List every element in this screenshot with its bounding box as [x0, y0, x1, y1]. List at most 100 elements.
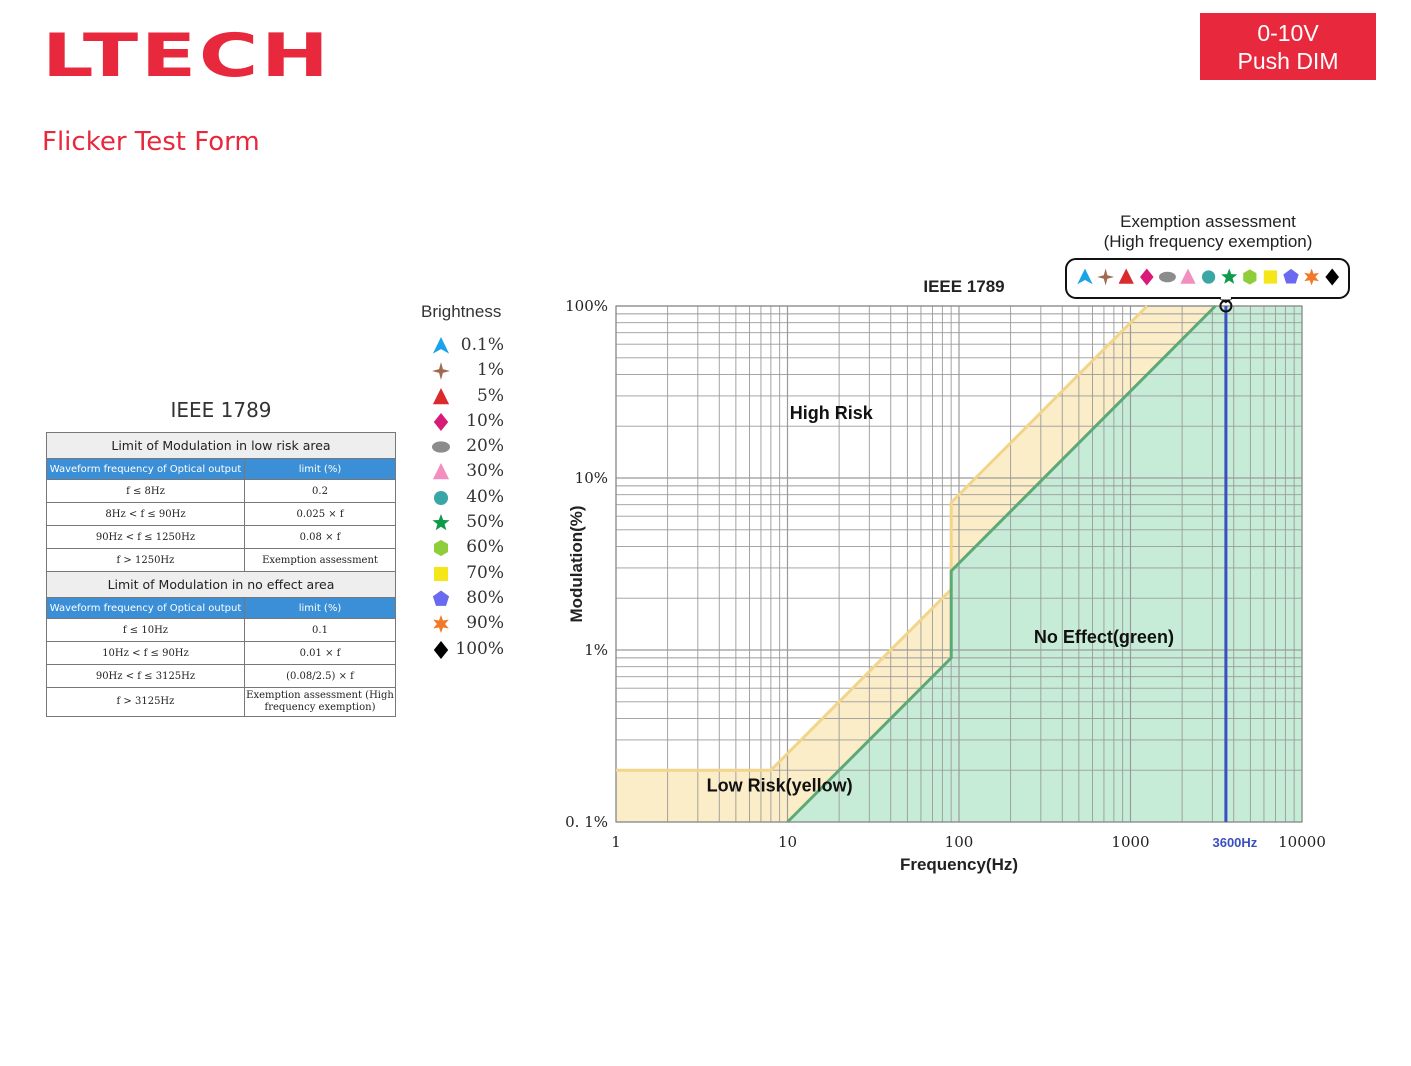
- y-tick-label: 0. 1%: [565, 813, 608, 831]
- legend-label: 5%: [477, 385, 504, 406]
- table-cell-frequency: 90Hz < f ≤ 1250Hz: [46, 525, 245, 549]
- triangle-icon: [1118, 268, 1134, 284]
- pentagon-icon: [1283, 268, 1299, 284]
- no-effect-label: No Effect(green): [1034, 627, 1174, 647]
- legend-item: 0.1%: [428, 333, 518, 358]
- legend-item: 20%: [428, 434, 518, 459]
- ellipse-icon: [1158, 271, 1176, 283]
- table-cell-limit: Exemption assessment: [244, 548, 396, 572]
- x-tick-label: 10000: [1278, 833, 1326, 851]
- x-tick-label: 10: [778, 833, 797, 851]
- ltech-logo: LTECH: [42, 21, 332, 91]
- triangle-icon: [432, 463, 450, 480]
- pentagon-icon: [432, 590, 450, 606]
- burst-star-icon: [433, 615, 449, 634]
- no-effect-boundary-line: [786, 304, 1217, 824]
- table-cell-limit: 0.2: [244, 479, 396, 503]
- column-header-frequency: Waveform frequency of Optical output: [46, 458, 245, 480]
- triangle-icon: [432, 387, 450, 404]
- y-tick-label: 10%: [575, 469, 608, 487]
- x-axis-label: Frequency(Hz): [900, 855, 1018, 874]
- triangle-icon: [432, 387, 450, 404]
- x-tick-label: 1: [611, 833, 621, 851]
- badge-line-2: Push DIM: [1237, 47, 1339, 74]
- legend-item: 1%: [428, 358, 518, 383]
- legend-item: 10%: [428, 409, 518, 434]
- legend-item: 60%: [428, 535, 518, 560]
- product-badge: 0-10V Push DIM: [1200, 13, 1376, 80]
- square-icon: [433, 566, 449, 581]
- section-heading: Limit of Modulation in no effect area: [46, 571, 396, 598]
- four-point-star-icon: [1097, 268, 1115, 286]
- legend-label: 0.1%: [460, 335, 504, 355]
- table-cell-frequency: 90Hz < f ≤ 3125Hz: [46, 664, 245, 688]
- table-cell-limit: Exemption assessment (High frequency exe…: [244, 687, 396, 717]
- legend-label: 10%: [466, 410, 504, 431]
- legend-label: 80%: [466, 587, 504, 608]
- exemption-title-line2: (High frequency exemption): [1104, 232, 1313, 251]
- triangle-spike-icon: [432, 337, 450, 354]
- hexagon-icon: [433, 540, 449, 557]
- four-point-star-icon: [432, 362, 450, 381]
- table-cell-frequency: f > 1250Hz: [46, 548, 245, 572]
- burst-star-icon: [433, 615, 449, 634]
- column-header-frequency: Waveform frequency of Optical output: [46, 597, 245, 619]
- diamond-icon: [1325, 268, 1339, 286]
- plot-frame: [615, 305, 1303, 823]
- reference-line-label: 3600Hz: [1212, 835, 1257, 850]
- legend-item: 40%: [428, 485, 518, 510]
- low-risk-label: Low Risk(yellow): [707, 776, 853, 796]
- legend-label: 30%: [466, 461, 504, 482]
- exemption-point-marker: [1219, 299, 1233, 313]
- legend-label: 50%: [466, 512, 504, 533]
- table-cell-frequency: f ≤ 10Hz: [46, 618, 245, 642]
- triangle-icon: [1180, 268, 1196, 284]
- hexagon-icon: [1243, 269, 1257, 285]
- triangle-spike-icon: [432, 337, 450, 354]
- legend-item: 100%: [428, 637, 518, 662]
- exemption-title-line1: Exemption assessment: [1120, 212, 1296, 231]
- legend-label: 20%: [466, 436, 504, 457]
- legend-item: 80%: [428, 586, 518, 611]
- square-icon: [1263, 270, 1278, 284]
- high-risk-label: High Risk: [790, 403, 874, 423]
- legend-label: 70%: [466, 562, 504, 583]
- legend-label: 100%: [455, 638, 504, 659]
- table-cell-frequency: f > 3125Hz: [46, 687, 245, 717]
- star-icon: [1221, 268, 1238, 284]
- hexagon-icon: [433, 540, 449, 557]
- legend-item: 50%: [428, 510, 518, 535]
- x-tick-label: 100: [945, 833, 974, 851]
- y-axis-label: Modulation(%): [567, 505, 586, 622]
- no-effect-region: [787, 306, 1302, 822]
- page-subtitle: Flicker Test Form: [42, 127, 260, 157]
- ellipse-icon: [432, 441, 450, 453]
- column-header-limit: limit (%): [244, 458, 396, 480]
- triangle-spike-icon: [1077, 268, 1093, 285]
- legend-label: 60%: [466, 537, 504, 558]
- diamond-icon: [433, 640, 449, 659]
- legend-item: 90%: [428, 611, 518, 636]
- diamond-icon: [433, 640, 449, 659]
- star-icon: [432, 514, 450, 531]
- table-cell-limit: 0.1: [244, 618, 396, 642]
- circle-icon: [433, 490, 449, 505]
- legend-item: 30%: [428, 459, 518, 484]
- square-icon: [433, 566, 449, 581]
- legend-title: Brightness: [421, 302, 502, 321]
- star-icon: [432, 514, 450, 531]
- x-tick-label: 1000: [1111, 833, 1149, 851]
- limits-table-title: IEEE 1789: [170, 398, 272, 422]
- legend-item: 5%: [428, 384, 518, 409]
- legend-label: 90%: [466, 613, 504, 634]
- brightness-legend: 0.1% 1% 5% 10% 20% 30% 40% 50% 60% 70% 80% 90% 100%: [428, 333, 518, 662]
- burst-star-icon: [1304, 268, 1319, 286]
- y-tick-label: 100%: [565, 297, 608, 315]
- badge-line-1: 0-10V: [1257, 19, 1319, 46]
- circle-icon: [1201, 270, 1216, 284]
- legend-label: 40%: [466, 486, 504, 507]
- ellipse-icon: [432, 441, 450, 453]
- y-tick-label: 1%: [584, 641, 608, 659]
- low-risk-region: [616, 306, 1216, 822]
